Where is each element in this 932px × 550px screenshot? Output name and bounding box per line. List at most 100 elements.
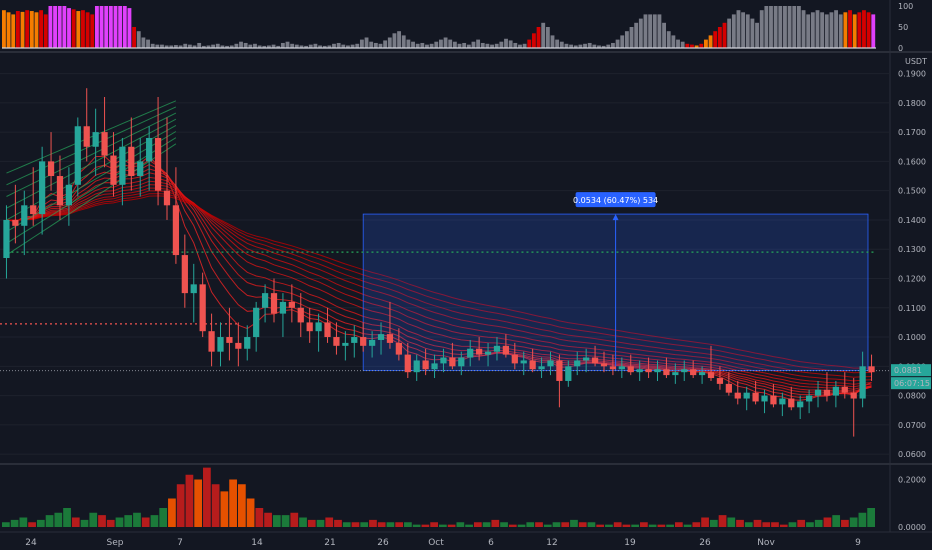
volume-bar (246, 498, 255, 527)
candle-body (850, 392, 857, 399)
oscillator-bar (11, 14, 16, 48)
time-tick-label: 19 (624, 538, 636, 548)
moving-average-line (6, 195, 872, 369)
oscillator-bar (662, 22, 666, 48)
candle-body (163, 190, 171, 206)
oscillator-bar (25, 10, 30, 48)
volume-bar (561, 522, 570, 527)
volume-bar (334, 519, 342, 528)
volume-tick-label: 0.0000 (898, 523, 926, 532)
oscillator-bar (792, 6, 797, 48)
candle-body (734, 392, 741, 399)
volume-bar (290, 512, 299, 527)
volume-bar (596, 524, 605, 528)
volume-bar (814, 519, 823, 528)
time-tick-label: 9 (855, 538, 861, 548)
volume-bar (631, 524, 640, 528)
time-tick-label: 21 (324, 538, 335, 548)
price-tick-label: 0.1700 (898, 128, 926, 137)
candle-body (101, 132, 108, 156)
oscillator-bar (648, 14, 653, 48)
oscillator-bar (769, 6, 773, 48)
oscillator-bar (764, 6, 769, 48)
volume-bar (203, 467, 211, 528)
oscillator-bar (122, 6, 127, 48)
candle-body (190, 284, 197, 294)
volume-bar (307, 519, 316, 528)
oscillator-bar (736, 10, 741, 48)
candle-body (743, 392, 750, 399)
volume-bar (727, 517, 736, 527)
oscillator-bar (666, 31, 671, 48)
candle-body (788, 398, 795, 408)
countdown-label: 06:07:15 (894, 379, 930, 388)
volume-bar (482, 522, 491, 527)
oscillator-bar (313, 43, 318, 48)
moving-average-line (6, 187, 872, 382)
oscillator-bar (871, 14, 876, 48)
oscillator-bar (34, 12, 39, 49)
price-tick-label: 0.0700 (898, 421, 926, 430)
time-tick-label: 26 (699, 538, 711, 548)
volume-bar (369, 519, 377, 528)
candle-body (386, 334, 394, 343)
oscillator-bar (448, 39, 453, 48)
oscillator-bar (434, 41, 439, 48)
candle-body (752, 392, 759, 402)
oscillator-bar (787, 6, 792, 48)
oscillator-bar (564, 43, 569, 48)
oscillator-bar (634, 22, 639, 48)
volume-bar (281, 515, 290, 528)
candle-body (21, 205, 28, 226)
oscillator-bar (229, 45, 234, 48)
oscillator-bar (290, 43, 295, 48)
oscillator-bar (443, 37, 448, 48)
volume-bar (867, 508, 875, 527)
volume-bar (508, 524, 517, 528)
oscillator-bar (76, 11, 81, 48)
volume-bar (517, 524, 526, 528)
volume-bar (19, 517, 28, 527)
candle-body (841, 386, 848, 393)
volume-bar (159, 508, 168, 527)
volume-bar (430, 522, 438, 527)
oscillator-bar (206, 45, 211, 48)
candle-body (663, 369, 670, 376)
oscillator-bar (862, 10, 866, 48)
candle-body (253, 307, 260, 338)
oscillator-bar (71, 9, 76, 48)
candle-body (698, 372, 706, 376)
candle-body (422, 360, 429, 370)
candle-body (181, 255, 188, 294)
candle-body (618, 366, 625, 370)
oscillator-bar (20, 11, 25, 48)
volume-bar (640, 522, 648, 527)
volume-bar (89, 512, 98, 527)
oscillator-bar (699, 43, 704, 48)
volume-bar (570, 519, 578, 528)
oscillator-bar (471, 41, 476, 48)
candle-body (137, 161, 144, 177)
candle-body (324, 322, 331, 338)
candle-body (3, 219, 10, 258)
moving-average-line (6, 100, 177, 174)
oscillator-bar (364, 37, 369, 48)
oscillator-bar (178, 45, 183, 48)
candle-body (306, 322, 313, 332)
candle-body (467, 348, 474, 358)
candle-body (600, 363, 608, 367)
candle-body (128, 146, 135, 177)
volume-bar (63, 508, 71, 527)
volume-bar (194, 479, 203, 527)
oscillator-bar (239, 41, 243, 48)
oscillator-bar (146, 39, 150, 48)
volume-bar (674, 522, 683, 527)
oscillator-bar (685, 43, 690, 48)
oscillator-bar (541, 22, 546, 48)
oscillator-bar (234, 43, 239, 48)
candle-body (556, 360, 563, 381)
oscillator-bar (466, 44, 471, 48)
oscillator-bar (680, 41, 685, 48)
oscillator-bar (94, 6, 99, 48)
